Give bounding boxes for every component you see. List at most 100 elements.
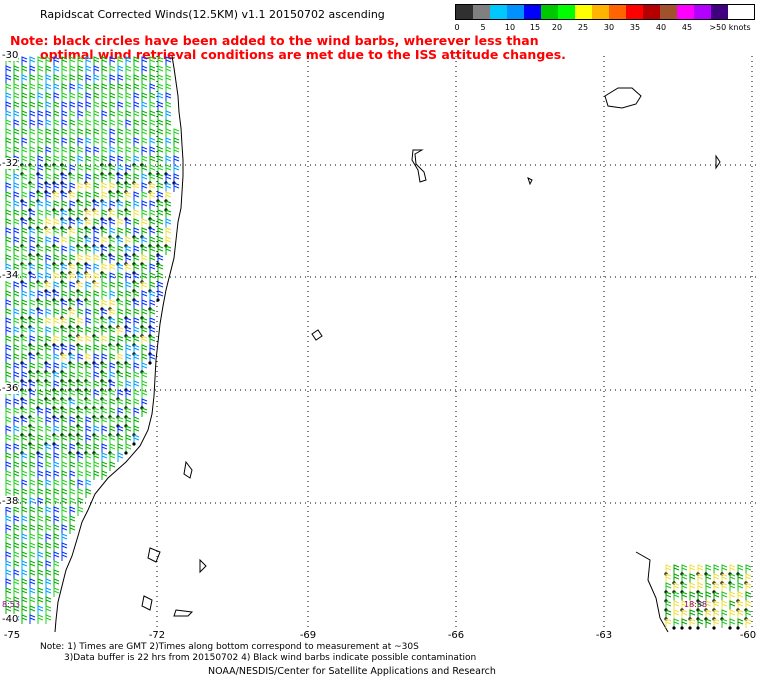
wind-barb: [36, 290, 44, 302]
wind-barb: [77, 245, 84, 255]
wind-barb: [45, 578, 52, 588]
wind-barb: [133, 353, 140, 363]
wind-barb: [29, 128, 36, 138]
wind-barb: [45, 326, 52, 336]
wind-barb: [21, 533, 28, 543]
wind-barb: [108, 182, 116, 194]
wind-barb: [68, 389, 76, 401]
wind-barb: [5, 74, 12, 84]
wind-barb: [29, 605, 36, 615]
wind-barb: [93, 254, 100, 264]
wind-barb: [45, 110, 52, 120]
wind-barb: [149, 263, 156, 273]
wind-barb: [665, 573, 672, 583]
legend-swatch: [558, 5, 575, 19]
wind-barb: [149, 200, 156, 210]
wind-barb: [140, 254, 148, 266]
wind-barb: [61, 524, 68, 534]
wind-barb: [13, 371, 20, 381]
wind-barb: [45, 407, 52, 417]
wind-barb: [21, 119, 28, 129]
wind-barb: [157, 209, 164, 219]
wind-barb: [61, 74, 68, 84]
wind-barb: [108, 443, 116, 455]
wind-barb: [13, 470, 20, 480]
wind-barb: [77, 182, 84, 192]
wind-barb: [173, 155, 180, 165]
wind-barb: [100, 362, 108, 374]
wind-barb: [689, 582, 696, 592]
wind-barb: [69, 506, 76, 516]
legend-swatch: [490, 5, 507, 19]
wind-barb: [125, 263, 132, 273]
wind-barb: [164, 191, 172, 203]
wind-barb: [29, 119, 36, 129]
wind-barb: [52, 425, 60, 437]
wind-barb: [5, 587, 12, 597]
wind-barb: [37, 128, 44, 138]
wind-barb: [85, 461, 92, 471]
wind-barb: [61, 479, 68, 489]
time-label: 8:53: [2, 600, 20, 609]
wind-barb: [85, 488, 92, 498]
wind-barb: [13, 326, 20, 336]
wind-barb: [149, 146, 156, 156]
wind-barb: [13, 299, 20, 309]
wind-barb: [45, 425, 52, 435]
wind-barb: [21, 218, 28, 228]
wind-barb: [141, 380, 148, 390]
wind-barb: [109, 461, 116, 471]
wind-barb: [133, 182, 140, 192]
wind-barb: [60, 389, 68, 401]
wind-barb: [37, 65, 44, 75]
wind-barb: [53, 137, 60, 147]
wind-barb: [157, 173, 164, 183]
wind-barb: [69, 65, 76, 75]
wind-barb: [13, 407, 20, 417]
wind-barb: [77, 452, 84, 462]
wind-barb: [93, 101, 100, 111]
wind-barb: [132, 434, 140, 446]
wind-barb: [720, 573, 728, 585]
wind-barb: [133, 416, 140, 426]
wind-barb: [141, 281, 148, 291]
wind-barb: [13, 488, 20, 498]
wind-barb: [5, 515, 12, 525]
wind-barb: [5, 299, 12, 309]
wind-barb: [100, 353, 108, 365]
wind-barb: [124, 245, 132, 257]
wind-barb: [737, 609, 744, 619]
wind-barb: [100, 380, 108, 392]
wind-barb: [101, 326, 108, 336]
wind-barb: [680, 618, 688, 630]
wind-barb: [29, 596, 36, 606]
wind-barb: [5, 65, 12, 75]
wind-barb: [117, 209, 124, 219]
wind-barb: [101, 470, 108, 480]
wind-barb: [60, 407, 68, 419]
wind-barb: [53, 542, 60, 552]
wind-barb: [45, 254, 52, 264]
wind-barb: [101, 200, 108, 210]
wind-barb: [60, 164, 68, 176]
wind-barb: [13, 128, 20, 138]
wind-barb: [125, 101, 132, 111]
wind-barb: [720, 609, 728, 621]
wind-barb: [29, 137, 36, 147]
wind-barb: [101, 119, 108, 129]
wind-barb: [140, 362, 148, 374]
wind-barb: [140, 272, 148, 284]
wind-barb: [84, 389, 92, 401]
wind-barb: [156, 290, 164, 302]
wind-barb: [5, 416, 12, 426]
wind-barb: [117, 380, 124, 390]
wind-barb: [100, 308, 108, 320]
wind-barb: [28, 263, 36, 275]
wind-barb: [108, 299, 116, 311]
wind-barb: [37, 479, 44, 489]
wind-speed-legend: 0 5 10 15 20 25 30 35 40 45 >50 knots: [454, 4, 755, 35]
wind-barb: [37, 173, 44, 183]
wind-barb: [77, 470, 84, 480]
wind-barb: [20, 308, 28, 320]
wind-barb: [117, 398, 124, 408]
